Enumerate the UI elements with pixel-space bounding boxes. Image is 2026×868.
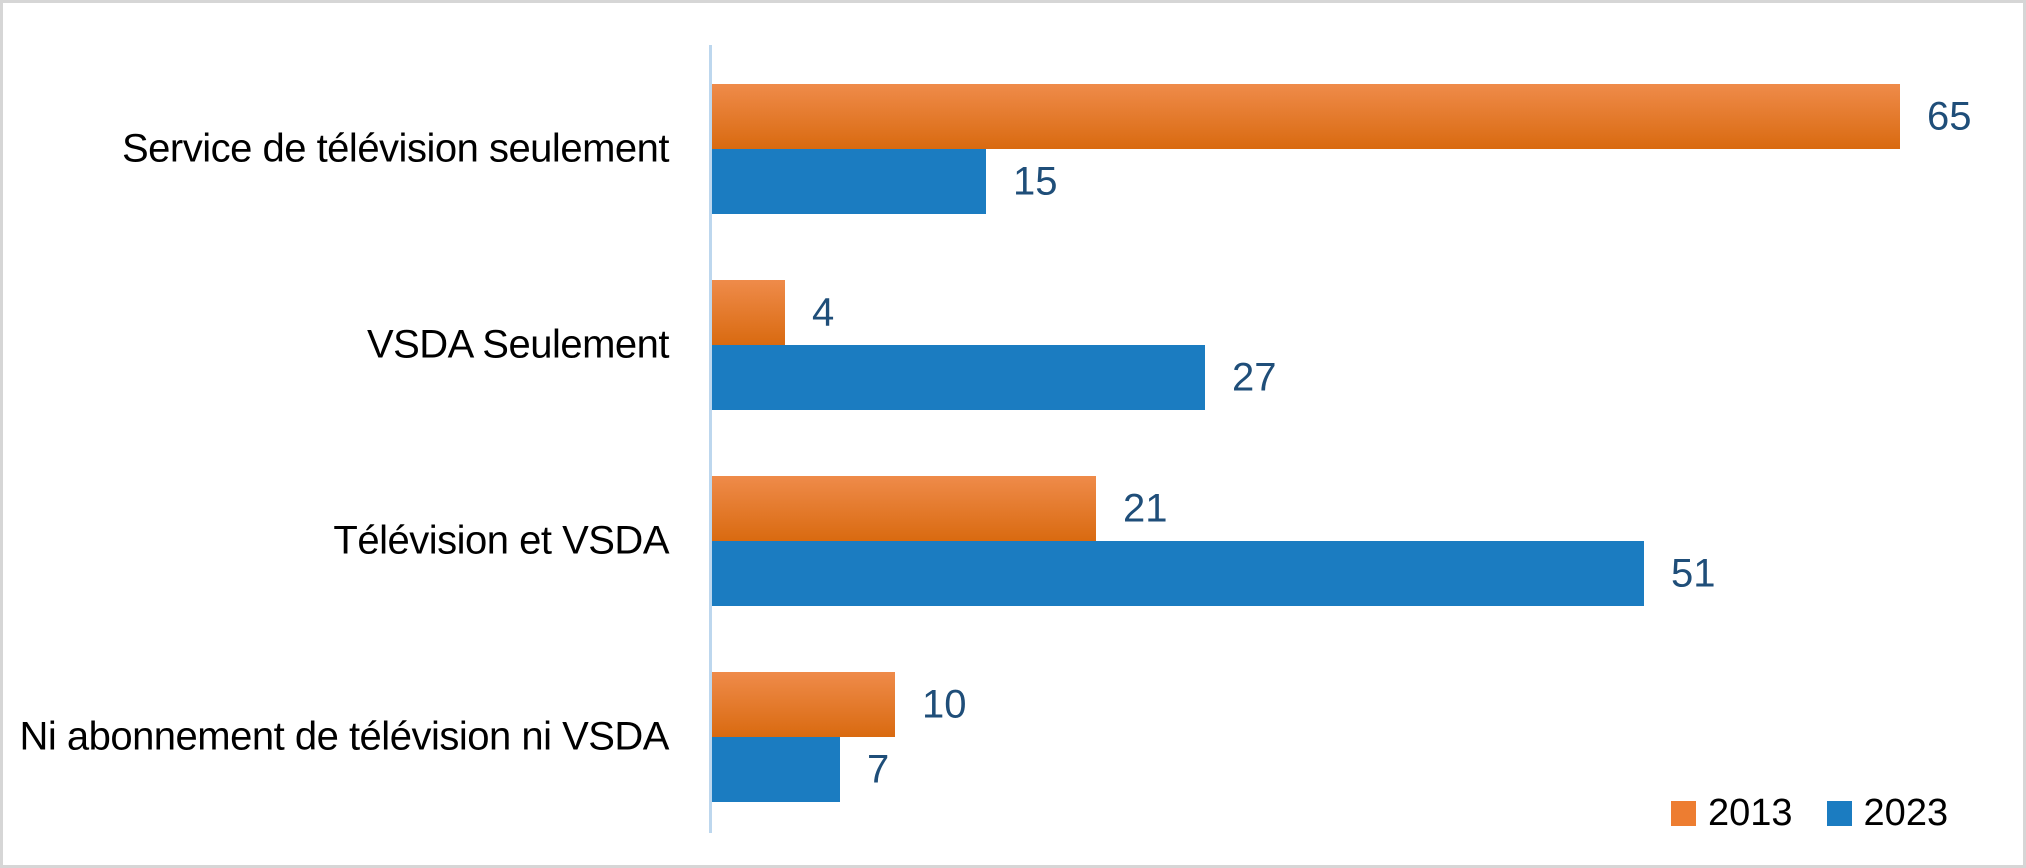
legend-swatch-2013-icon xyxy=(1671,800,1696,826)
legend-swatch-2023-icon xyxy=(1826,800,1852,826)
legend-label-2013: 2013 xyxy=(1708,791,1793,834)
category-label-4: Ni abonnement de télévision ni VSDA xyxy=(19,714,669,759)
value-label-2023-category-4: 7 xyxy=(867,747,890,791)
bar-2013-category-2 xyxy=(712,280,785,345)
value-label-2013-category-1: 65 xyxy=(1927,94,1972,138)
bar-2013-category-1 xyxy=(712,84,1900,149)
value-label-2023-category-2: 27 xyxy=(1232,355,1277,399)
value-label-2023-category-1: 15 xyxy=(1013,159,1058,203)
value-label-2013-category-2: 4 xyxy=(812,290,835,334)
category-label-1: Service de télévision seulement xyxy=(121,126,670,171)
bar-2023-category-2 xyxy=(712,345,1205,410)
value-label-2023-category-3: 51 xyxy=(1671,551,1716,595)
bar-2013-category-4 xyxy=(712,672,895,737)
bar-2023-category-4 xyxy=(712,737,840,802)
category-label-2: VSDA Seulement xyxy=(366,322,670,367)
value-label-2013-category-4: 10 xyxy=(922,682,967,726)
category-label-3: Télévision et VSDA xyxy=(333,518,669,563)
bar-2023-category-3 xyxy=(712,541,1644,606)
legend: 2013 2023 xyxy=(1671,789,1948,837)
legend-label-2023: 2023 xyxy=(1863,791,1949,834)
legend-item-2013: 2013 xyxy=(1671,792,1793,835)
bar-2023-category-1 xyxy=(712,149,986,214)
y-axis-line xyxy=(709,45,712,833)
value-label-2013-category-3: 21 xyxy=(1123,486,1168,530)
bar-2013-category-3 xyxy=(712,476,1096,541)
legend-item-2023: 2023 xyxy=(1826,791,1949,835)
